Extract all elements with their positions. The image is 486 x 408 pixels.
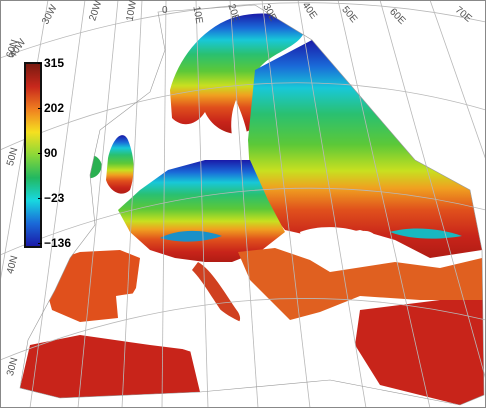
legend-color-bar: [24, 62, 42, 248]
legend-tick-mark: [38, 63, 42, 64]
domain-border: [19, 4, 485, 406]
land-raster: [20, 13, 484, 405]
legend-tick-label: 202: [44, 101, 65, 115]
meridian-label: 10E: [190, 5, 205, 25]
legend-tick-label: −23: [44, 191, 65, 205]
legend-tick-mark: [38, 108, 42, 109]
legend-tick-mark: [38, 153, 42, 154]
legend-tick-mark: [38, 243, 42, 244]
meridian-label: 0: [162, 5, 168, 16]
color-legend: 315 202 90 −23 −136: [22, 56, 84, 250]
legend-tick-label: 90: [44, 146, 58, 160]
legend-tick-label: −136: [44, 236, 72, 250]
seas: [116, 100, 377, 367]
legend-tick-label: 315: [44, 56, 65, 70]
legend-tick-mark: [38, 198, 42, 199]
